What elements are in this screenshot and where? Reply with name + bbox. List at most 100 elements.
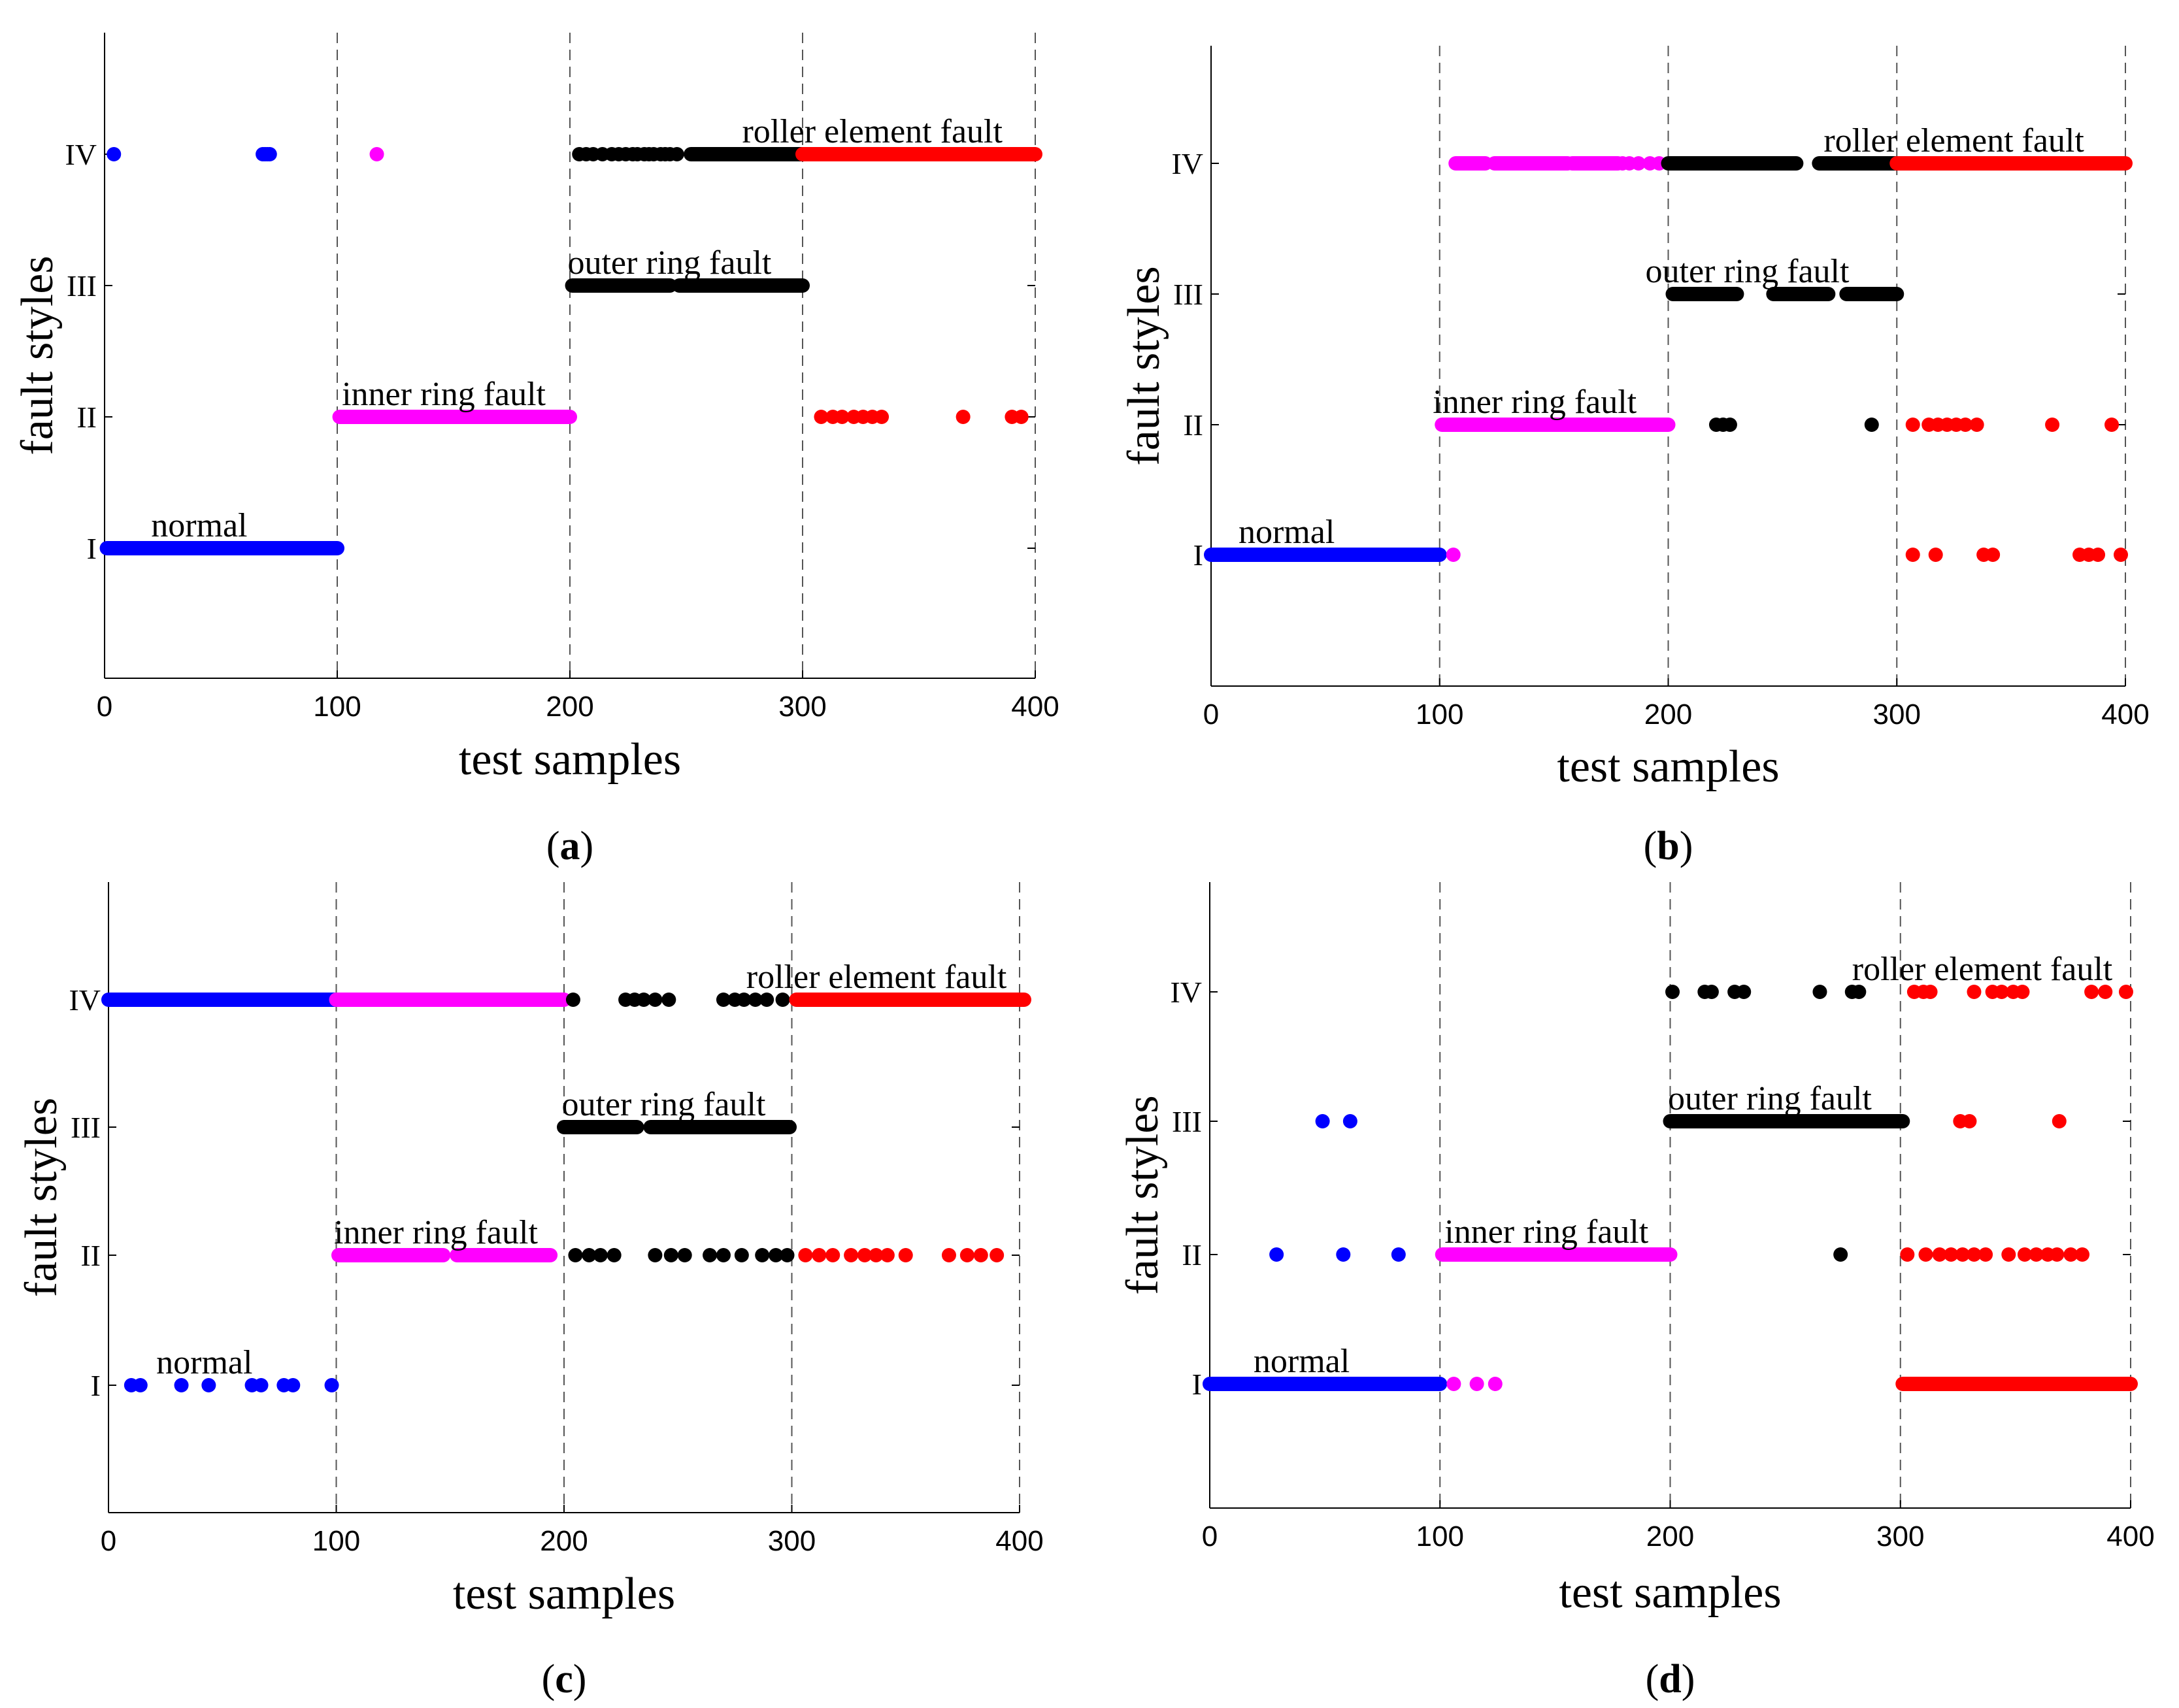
annotation-label: outer ring fault: [1668, 1080, 1872, 1117]
data-point: [1833, 1247, 1848, 1262]
y-tick-label: IV: [65, 138, 97, 171]
data-point: [2104, 418, 2120, 432]
data-point: [2063, 1247, 2078, 1262]
data-point: [711, 147, 726, 161]
data-point: [2118, 985, 2133, 999]
data-point: [2029, 1247, 2044, 1262]
data-point: [1488, 1377, 1503, 1391]
series-normal: [101, 993, 344, 1392]
series-inner: [1435, 156, 1676, 562]
data-point: [869, 1248, 884, 1262]
series-outer: [1661, 156, 1905, 432]
x-tick-label: 0: [1202, 1520, 1218, 1552]
data-point: [774, 147, 789, 161]
x-tick-label: 400: [2101, 698, 2149, 731]
data-point: [737, 993, 752, 1007]
caption-letter: b: [1657, 824, 1679, 868]
x-tick-label: 200: [546, 691, 593, 723]
x-tick-label: 400: [2106, 1520, 2154, 1552]
data-point: [812, 1248, 827, 1262]
data-point: [2015, 985, 2030, 999]
data-point: [607, 1248, 622, 1262]
data-point: [703, 1248, 718, 1262]
annotation-label: outer ring fault: [562, 1086, 766, 1123]
data-point: [661, 993, 676, 1007]
data-point: [716, 993, 731, 1007]
x-tick-label: 0: [97, 691, 112, 723]
data-point: [844, 1248, 859, 1262]
caption-paren-close: ): [580, 824, 594, 868]
x-tick-label: 100: [313, 691, 361, 723]
data-point: [1631, 156, 1646, 171]
data-point: [133, 1378, 148, 1392]
data-point: [769, 1248, 784, 1262]
data-point: [748, 993, 763, 1007]
data-point: [565, 993, 580, 1007]
data-point: [1315, 1114, 1330, 1128]
data-point: [636, 993, 651, 1007]
data-point: [1958, 418, 1973, 432]
data-point: [880, 1248, 895, 1262]
data-point: [324, 1378, 339, 1392]
caption-paren-close: ): [1680, 824, 1693, 868]
x-tick-label: 100: [1416, 1520, 1464, 1552]
caption-letter: d: [1659, 1657, 1681, 1701]
data-point: [1812, 985, 1827, 999]
annotation-label: roller element fault: [1823, 122, 2084, 159]
y-tick-label: III: [1173, 278, 1203, 311]
data-point: [973, 1248, 988, 1262]
x-tick-label: 200: [540, 1525, 588, 1557]
annotation-label: inner ring fault: [342, 376, 546, 413]
x-tick-label: 200: [1646, 1520, 1694, 1552]
data-point: [2017, 1247, 2032, 1262]
data-point: [755, 1248, 770, 1262]
data-point: [739, 147, 754, 161]
data-point: [763, 147, 778, 161]
y-axis-title: fault styles: [1118, 1095, 1168, 1294]
annotation-label: normal: [1254, 1343, 1350, 1380]
data-point: [857, 1248, 873, 1262]
panel-caption: (d): [1646, 1657, 1695, 1701]
data-point: [174, 1378, 189, 1392]
data-point: [1905, 418, 1920, 432]
series-inner: [332, 147, 577, 424]
data-point: [1900, 1247, 1915, 1262]
data-point: [835, 410, 850, 424]
y-tick-label: IV: [1170, 976, 1202, 1009]
annotation-label: inner ring fault: [1444, 1213, 1648, 1251]
data-point: [1665, 985, 1680, 999]
x-tick-label: 400: [995, 1525, 1043, 1557]
series-inner: [1435, 1247, 1678, 1391]
x-tick-label: 100: [312, 1525, 360, 1557]
data-point: [254, 1378, 269, 1392]
x-tick-label: 300: [1876, 1520, 1924, 1552]
annotation-label: inner ring fault: [334, 1214, 538, 1251]
data-point: [2075, 1247, 2090, 1262]
data-point: [582, 1248, 597, 1262]
annotation-label: roller element fault: [742, 113, 1003, 150]
data-point: [1994, 985, 2009, 999]
data-point: [1969, 418, 1984, 432]
annotation-label: roller element fault: [1852, 951, 2113, 988]
x-tick-label: 300: [768, 1525, 816, 1557]
data-point: [286, 1378, 301, 1392]
data-point: [669, 147, 684, 161]
y-tick-label: I: [1192, 1368, 1202, 1401]
data-point: [1932, 1247, 1947, 1262]
data-point: [1864, 418, 1879, 432]
data-point: [2098, 985, 2113, 999]
data-point: [1342, 1114, 1357, 1128]
x-tick-label: 300: [778, 691, 826, 723]
data-point: [1918, 1247, 1933, 1262]
caption-paren-close: ): [573, 1657, 587, 1701]
caption-letter: c: [555, 1657, 573, 1701]
annotation-label: roller element fault: [746, 959, 1007, 996]
annotation-label: outer ring fault: [1646, 253, 1850, 290]
data-point: [1967, 985, 1982, 999]
series-outer: [565, 147, 810, 293]
x-tick-label: 200: [1644, 698, 1692, 731]
annotation-label: normal: [151, 507, 247, 544]
series-roller: [1889, 156, 2133, 562]
series-roller: [789, 993, 1031, 1262]
